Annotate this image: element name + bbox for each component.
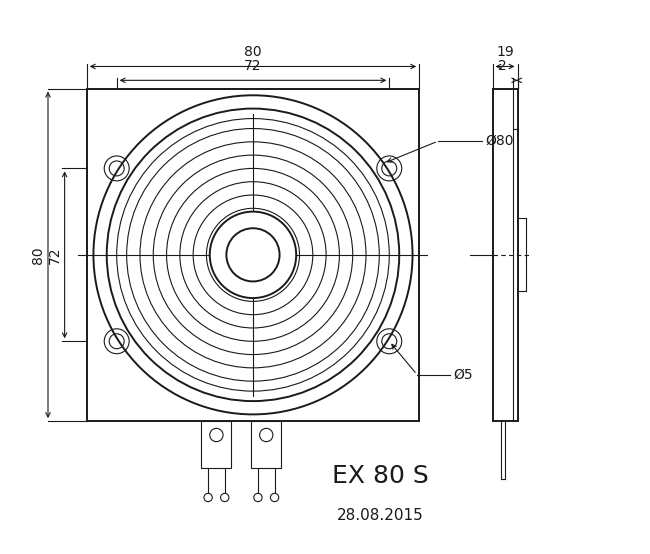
Text: 80: 80: [244, 45, 262, 59]
Circle shape: [259, 428, 273, 442]
Text: 19: 19: [496, 45, 514, 59]
Text: 80: 80: [31, 246, 45, 264]
Text: 28.08.2015: 28.08.2015: [337, 507, 424, 523]
Circle shape: [270, 493, 279, 502]
Circle shape: [254, 493, 262, 502]
Text: 2: 2: [498, 59, 506, 73]
Bar: [252, 421, 281, 468]
Circle shape: [226, 228, 280, 281]
Text: Ø80: Ø80: [485, 134, 514, 148]
Circle shape: [220, 493, 229, 502]
Circle shape: [210, 428, 223, 442]
Circle shape: [210, 212, 296, 298]
Circle shape: [204, 493, 213, 502]
Text: Ø5: Ø5: [453, 367, 473, 382]
Text: EX 80 S: EX 80 S: [332, 464, 429, 489]
Bar: [87, 89, 419, 421]
Bar: [202, 421, 231, 468]
Text: 72: 72: [244, 59, 262, 73]
Text: 72: 72: [47, 246, 62, 264]
